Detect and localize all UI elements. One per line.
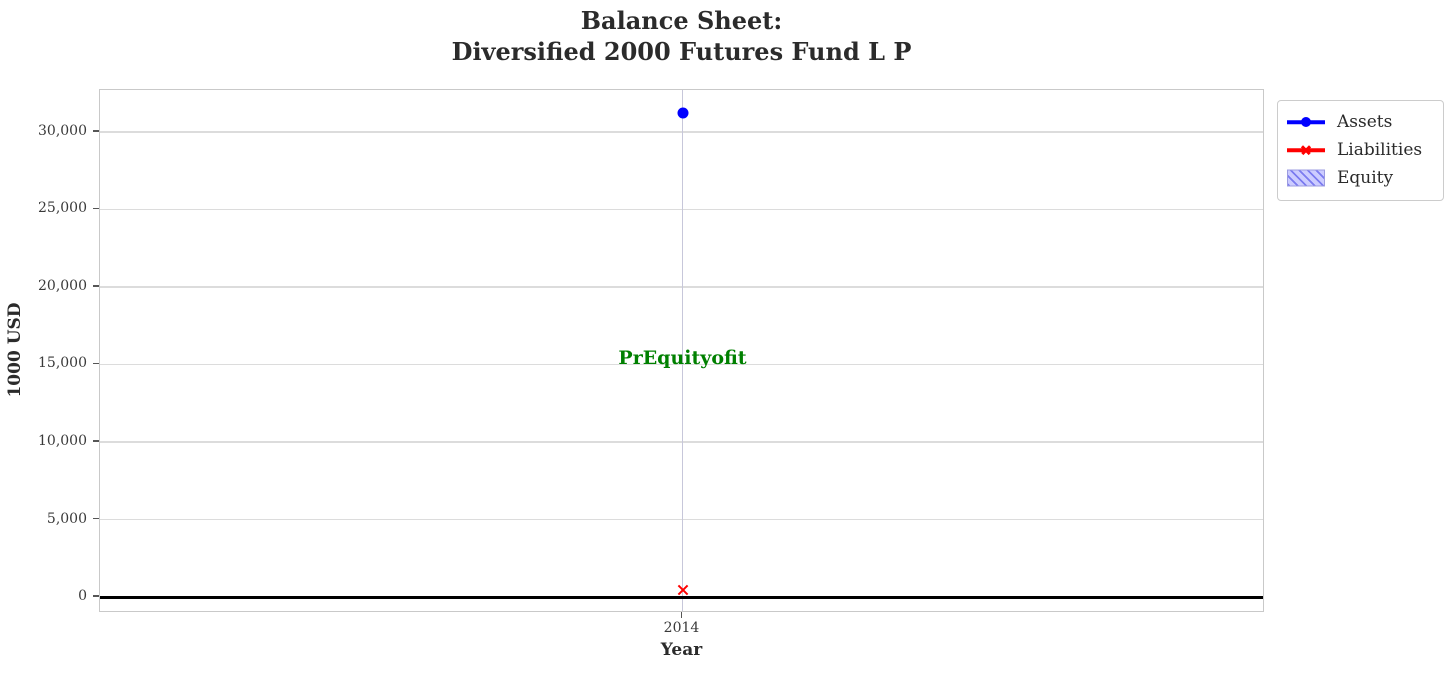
y-tick-mark	[93, 362, 99, 365]
data-point-liabilities	[677, 584, 689, 596]
y-tick-label: 10,000	[38, 432, 87, 449]
plot-annotation: PrEquityofit	[618, 347, 747, 370]
y-tick-label: 0	[78, 588, 87, 605]
y-axis-label: 1000 USD	[5, 302, 25, 398]
y-tick-label: 5,000	[46, 510, 87, 527]
y-tick-label: 15,000	[38, 355, 87, 372]
equity-hatched-patch-icon	[1287, 169, 1325, 187]
legend-item-liabilities: Liabilities	[1287, 136, 1433, 164]
assets-line-circle-icon	[1287, 113, 1325, 131]
zero-line	[100, 595, 1263, 599]
x-axis-label: Year	[660, 640, 703, 660]
gridline-x-2014	[681, 90, 684, 611]
y-tick-label: 25,000	[38, 200, 87, 217]
chart-title-line2: Diversified 2000 Futures Fund L P	[451, 36, 912, 66]
gridline-y-5000	[100, 518, 1263, 521]
liabilities-line-x-icon	[1287, 141, 1325, 159]
gridline-y-20000	[100, 286, 1263, 288]
gridline-y-15000	[100, 363, 1263, 366]
gridline-y-25000	[100, 208, 1263, 211]
legend-label-assets: Assets	[1337, 112, 1393, 132]
y-tick-mark	[93, 440, 99, 442]
y-tick-mark	[93, 595, 99, 597]
chart-title: Balance Sheet: Diversified 2000 Futures …	[99, 6, 1264, 67]
legend: Assets Liabilities Equity	[1277, 100, 1444, 201]
x-tick-mark	[680, 612, 683, 618]
legend-item-assets: Assets	[1287, 108, 1433, 136]
data-point-assets	[677, 107, 688, 119]
gridline-y-10000	[100, 441, 1263, 443]
y-tick-mark	[93, 285, 99, 287]
x-tick-label: 2014	[663, 620, 700, 636]
legend-label-equity: Equity	[1337, 168, 1394, 188]
legend-label-liabilities: Liabilities	[1337, 140, 1423, 160]
y-tick-mark	[93, 517, 99, 520]
plot-area: PrEquityofit	[99, 89, 1264, 612]
y-tick-label: 20,000	[38, 277, 87, 294]
legend-item-equity: Equity	[1287, 164, 1433, 192]
chart-title-line1: Balance Sheet:	[580, 6, 783, 35]
gridline-y-30000	[100, 131, 1263, 133]
y-tick-mark	[93, 207, 99, 210]
y-tick-mark	[93, 130, 99, 132]
y-tick-label: 30,000	[38, 122, 87, 139]
